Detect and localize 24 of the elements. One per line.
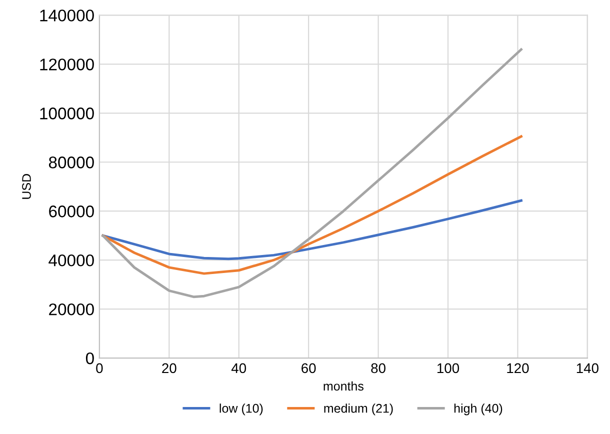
y-axis-title: USD <box>22 174 31 199</box>
line-series <box>102 199 522 260</box>
x-tick-label: 100 <box>437 363 460 374</box>
line-series <box>102 48 522 298</box>
y-tick-label: 20000 <box>49 303 94 316</box>
x-tick-label: 80 <box>371 363 386 374</box>
y-tick-label: 100000 <box>40 108 94 120</box>
x-tick-label: 40 <box>231 363 246 374</box>
line-series <box>102 135 522 275</box>
y-tick-label: 120000 <box>40 58 94 70</box>
x-tick-label: 60 <box>302 363 316 374</box>
y-tick-label: 140000 <box>40 10 94 22</box>
x-tick-label: 20 <box>162 363 176 374</box>
y-tick-label: 40000 <box>48 254 94 266</box>
x-tick-label: 0 <box>96 363 103 374</box>
x-axis-title: months <box>324 381 364 391</box>
legend-label: high (40) <box>454 404 502 416</box>
y-tick-label: 80000 <box>48 156 94 168</box>
x-tick-label: 140 <box>576 363 598 374</box>
y-tick-label: 0 <box>86 352 94 364</box>
x-tick-label: 120 <box>507 363 529 374</box>
legend-label: medium (21) <box>324 404 393 416</box>
legend-label: low (10) <box>220 404 263 416</box>
y-tick-label: 60000 <box>49 206 94 218</box>
